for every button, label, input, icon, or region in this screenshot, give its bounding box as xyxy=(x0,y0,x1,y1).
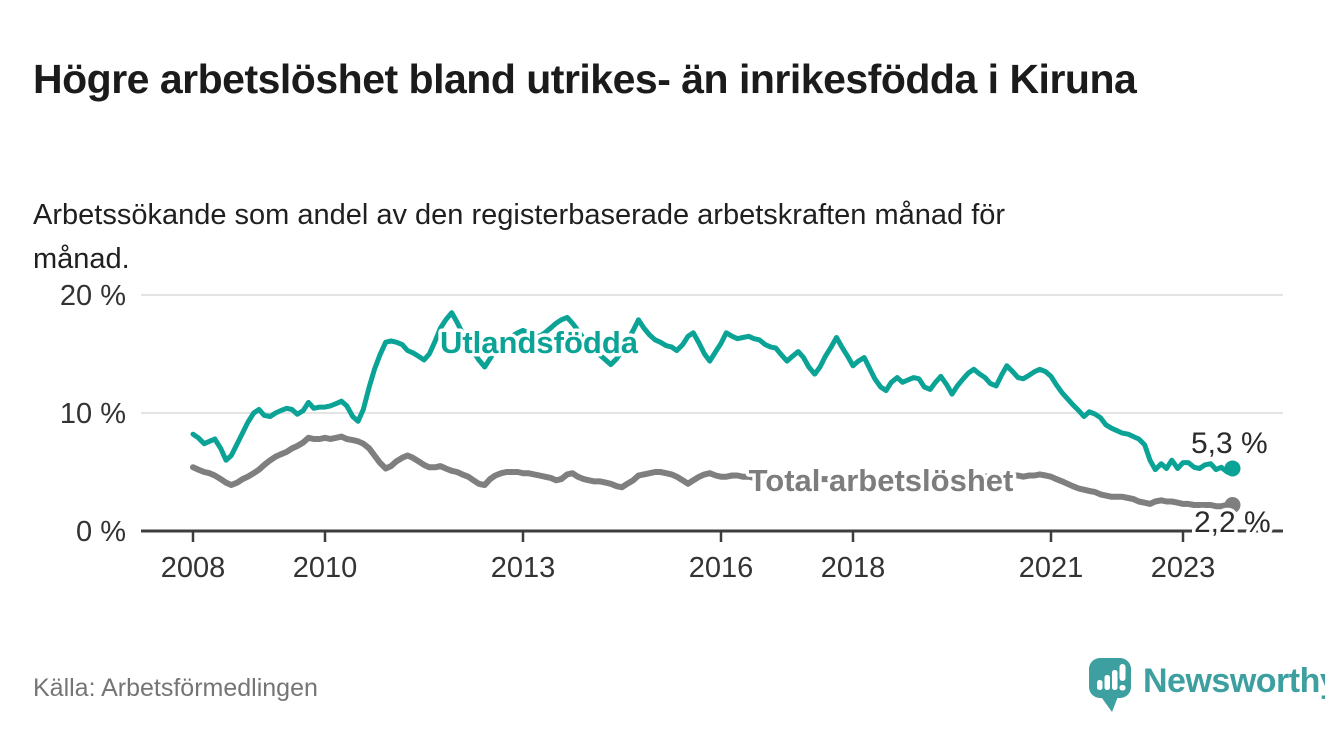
x-axis-tick-label: 2008 xyxy=(161,552,226,584)
speech-bubble-bar-chart-icon xyxy=(1089,658,1131,712)
series-label-utlandsfodda: Utlandsfödda xyxy=(440,325,639,360)
x-axis-tick-label: 2021 xyxy=(1019,552,1084,584)
page-title: Högre arbetslöshet bland utrikes- än inr… xyxy=(33,56,1137,103)
x-axis-tick-label: 2016 xyxy=(689,552,754,584)
newsworthy-logo-text: Newsworthy xyxy=(1143,662,1325,700)
end-value-label-utlandsfodda: 5,3 % xyxy=(1191,427,1268,460)
x-axis-tick-label: 2023 xyxy=(1151,552,1216,584)
source-note: Källa: Arbetsförmedlingen xyxy=(33,674,318,702)
x-axis-tick-label: 2010 xyxy=(293,552,358,584)
y-axis-tick-label: 0 % xyxy=(76,516,126,548)
series-label-total-arbetsloshet: Total arbetslöshet xyxy=(749,463,1014,498)
series-end-dot-total xyxy=(1224,497,1241,514)
y-axis-tick-label: 20 % xyxy=(60,280,126,312)
end-value-label-total: 2,2 % xyxy=(1194,506,1271,539)
chart-subtitle: Arbetssökande som andel av den registerb… xyxy=(33,199,1006,275)
y-axis-tick-label: 10 % xyxy=(60,398,126,430)
x-axis-tick-label: 2018 xyxy=(821,552,886,584)
series-line-utlandsfodda xyxy=(190,310,1235,475)
newsworthy-logo: Newsworthy xyxy=(1089,658,1325,712)
series-line-total xyxy=(190,433,1236,510)
chart-plot-area: 0 % 10 % 20 % 2008 2010 2013 2016 2018 2021 2023 xyxy=(60,280,1283,584)
series-end-dot-utlandsfodda xyxy=(1224,460,1241,477)
x-axis-tick-label: 2013 xyxy=(491,552,556,584)
